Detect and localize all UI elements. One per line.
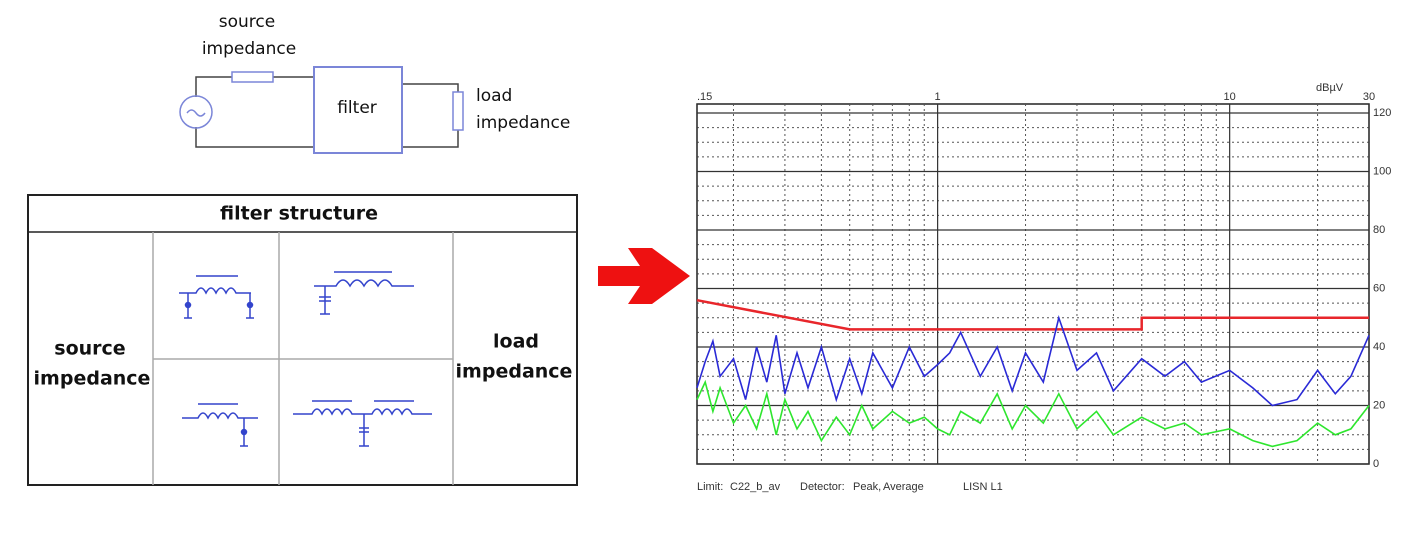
y-tick-label: 80 (1373, 224, 1385, 236)
y-tick-label: 100 (1373, 165, 1391, 177)
y-tick-label: 20 (1373, 399, 1385, 411)
t-filter (293, 400, 432, 447)
table-source: source (54, 338, 125, 360)
source-label: impedance (202, 39, 296, 59)
load-label: load (476, 86, 512, 106)
table-source: impedance (34, 368, 151, 390)
structure-table: filter structure source impedance load i… (27, 194, 578, 486)
lc-filter (314, 271, 414, 315)
filter-box (313, 66, 403, 154)
detector-label: Detector: (800, 481, 845, 493)
series (696, 298, 1370, 448)
cap (246, 301, 254, 309)
legend-entry: Average (883, 481, 924, 493)
y-tick-label: 40 (1373, 341, 1385, 353)
source-symbol (179, 95, 213, 129)
table-title: filter structure (220, 203, 378, 225)
series-line (696, 314, 1370, 407)
source-resistor (231, 71, 274, 83)
x-tick-label: 10 (1224, 91, 1236, 103)
series-line (696, 298, 1369, 331)
unit-label: dBµV (1316, 82, 1344, 94)
wire (402, 130, 459, 148)
lisn-label: LISN L1 (963, 481, 1003, 493)
labels: 0 20 40 60 80 100 120 .15 1 10 30 Limit: C22_b_av Det… (697, 91, 1391, 493)
x-tick-label: 1 (935, 91, 941, 103)
legend-entry: Peak, (853, 481, 881, 493)
series-line (696, 379, 1370, 448)
x-tick-label: .15 (697, 91, 712, 103)
table-load: impedance (456, 361, 573, 383)
x-tick-label: 30 (1363, 91, 1375, 103)
table-load: load (493, 331, 539, 353)
y-tick-label: 120 (1373, 107, 1391, 119)
y-tick-label: 60 (1373, 282, 1385, 294)
arrow (598, 248, 690, 304)
load-resistor (452, 91, 464, 131)
plot-frame (696, 103, 1370, 465)
wire (195, 127, 314, 148)
legend-entry: Limit: (697, 481, 723, 493)
filter-symbols (179, 271, 432, 447)
table-frame (27, 194, 578, 486)
source-label: source (219, 12, 275, 32)
load-label: impedance (476, 113, 570, 133)
source-wave (186, 109, 206, 117)
filter-label: filter (337, 98, 377, 118)
lc-filter-2 (182, 403, 258, 447)
cap (184, 301, 192, 309)
circuit (195, 76, 459, 148)
y-tick-label: 0 (1373, 458, 1379, 470)
limit-name: C22_b_av (730, 481, 781, 493)
grid (696, 104, 1370, 465)
wire (195, 76, 232, 97)
cap (240, 428, 248, 436)
wire (402, 83, 459, 92)
